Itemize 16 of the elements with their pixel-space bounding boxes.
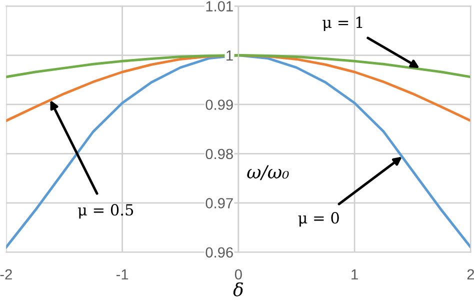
y-tick-label: 0.99	[206, 100, 233, 110]
y-axis-title: ω/ω₀	[247, 165, 289, 180]
y-tick-label: 0.98	[206, 148, 233, 160]
y-tick-label: 0.96	[206, 247, 233, 258]
annotation: μ = 0.5	[78, 204, 134, 219]
x-axis-title: δ	[233, 282, 244, 296]
x-tick-label: -2	[0, 269, 12, 280]
annotation: μ = 1	[322, 16, 362, 32]
x-tick-label: -1	[116, 269, 128, 280]
x-tick-label: 2	[467, 269, 474, 280]
x-tick-label: 1	[352, 269, 358, 280]
y-tick-label: 0.97	[206, 198, 233, 208]
x-tick-label: 0	[234, 269, 242, 280]
annotation: μ = 0	[298, 212, 339, 227]
y-tick-label: 1.01	[206, 1, 233, 12]
y-tick-label: 1	[226, 50, 233, 61]
